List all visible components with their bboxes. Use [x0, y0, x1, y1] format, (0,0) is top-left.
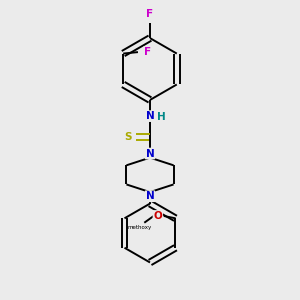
Text: N: N: [146, 111, 154, 121]
Text: N: N: [146, 148, 154, 158]
Text: F: F: [144, 47, 151, 57]
Text: S: S: [124, 132, 132, 142]
Text: O: O: [154, 211, 162, 221]
Text: N: N: [146, 191, 154, 201]
Text: F: F: [146, 9, 154, 19]
Text: H: H: [157, 112, 166, 122]
Text: methoxy: methoxy: [128, 225, 152, 230]
